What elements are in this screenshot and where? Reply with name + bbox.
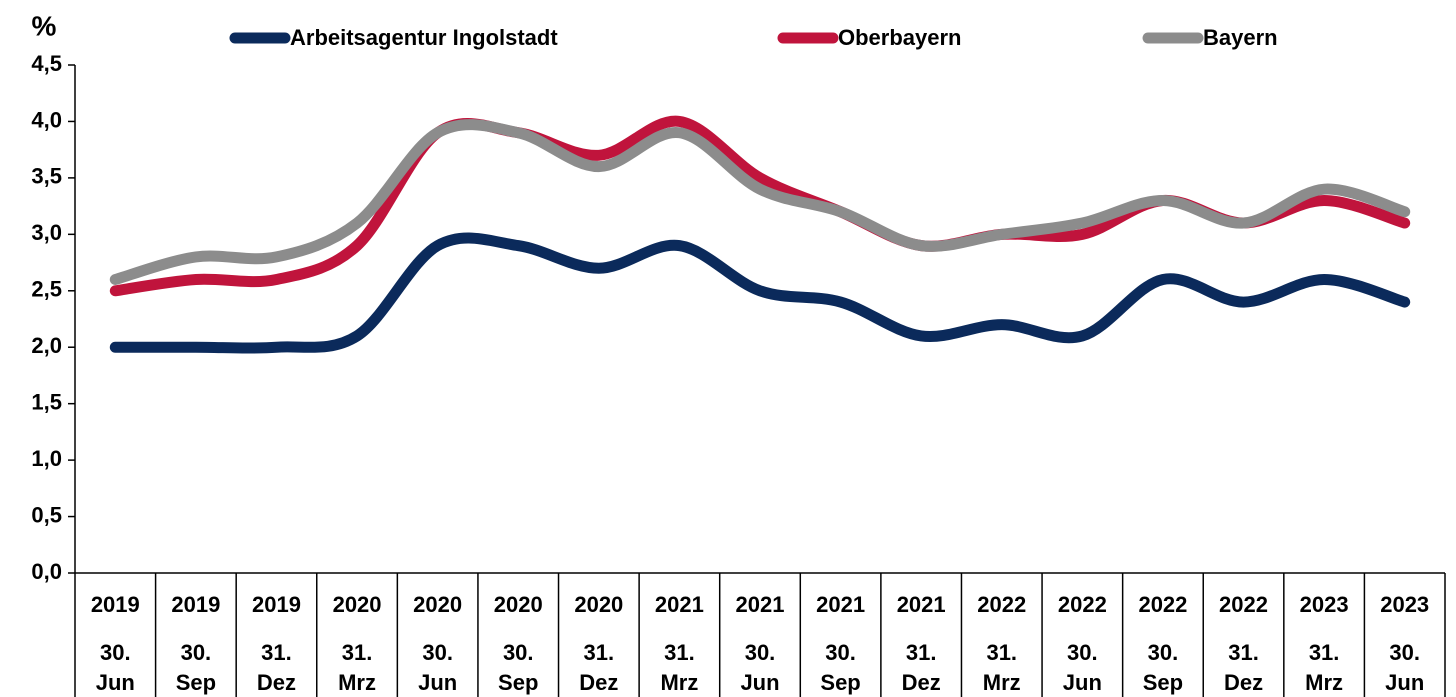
line-series — [109, 119, 1411, 285]
x-tick-label: 30. Jun — [1062, 640, 1102, 695]
legend-label: Bayern — [1203, 25, 1278, 50]
x-tick-year: 2022 — [1219, 592, 1268, 617]
x-tick-label: 31. Dez — [579, 640, 619, 695]
x-tick-year: 2021 — [816, 592, 865, 617]
x-tick-year: 2022 — [1058, 592, 1107, 617]
x-tick-year: 2020 — [494, 592, 543, 617]
x-tick-label: 31. Dez — [256, 640, 297, 695]
x-tick-year: 2021 — [897, 592, 946, 617]
x-tick-label: 30. Jun — [740, 640, 780, 695]
legend-label: Arbeitsagentur Ingolstadt — [290, 25, 558, 50]
x-tick-label: 30. Sep — [1142, 640, 1184, 695]
x-tick-label: 30. Jun — [418, 640, 458, 695]
x-tick-label: 31. Mrz — [1305, 640, 1344, 695]
x-tick-label: 30. Sep — [820, 640, 861, 695]
x-tick-year: 2022 — [1138, 592, 1187, 617]
y-tick-label: 2,0 — [31, 333, 62, 358]
x-tick-year: 2020 — [574, 592, 623, 617]
line-series — [109, 232, 1411, 354]
x-tick-year: 2022 — [977, 592, 1026, 617]
y-tick-label: 2,5 — [31, 277, 62, 302]
x-tick-year: 2019 — [171, 592, 220, 617]
y-tick-label: 0,0 — [31, 559, 62, 584]
y-axis-label: % — [32, 10, 57, 41]
x-tick-year: 2020 — [333, 592, 382, 617]
x-tick-label: 31. Dez — [1223, 640, 1264, 695]
x-tick-year: 2023 — [1380, 592, 1429, 617]
x-tick-label: 30. Sep — [498, 640, 539, 695]
x-tick-year: 2021 — [736, 592, 785, 617]
x-tick-year: 2019 — [91, 592, 140, 617]
x-tick-label: 31. Mrz — [660, 640, 699, 695]
y-tick-label: 1,0 — [31, 446, 62, 471]
y-tick-label: 1,5 — [31, 389, 62, 414]
y-tick-label: 0,5 — [31, 502, 62, 527]
line-series — [109, 115, 1411, 297]
x-tick-label: 30. Sep — [175, 640, 217, 695]
y-tick-label: 4,0 — [31, 107, 62, 132]
x-tick-label: 30. Jun — [1385, 640, 1425, 695]
x-tick-label: 31. Mrz — [982, 640, 1021, 695]
x-tick-label: 30. Jun — [95, 640, 135, 695]
y-tick-label: 3,5 — [31, 164, 62, 189]
x-tick-year: 2023 — [1300, 592, 1349, 617]
y-tick-label: 4,5 — [31, 51, 62, 76]
y-tick-label: 3,0 — [31, 220, 62, 245]
x-tick-year: 2019 — [252, 592, 301, 617]
x-tick-label: 31. Mrz — [338, 640, 376, 695]
legend-label: Oberbayern — [838, 25, 962, 50]
x-tick-year: 2020 — [413, 592, 462, 617]
x-tick-label: 31. Dez — [901, 640, 941, 695]
x-tick-year: 2021 — [655, 592, 704, 617]
